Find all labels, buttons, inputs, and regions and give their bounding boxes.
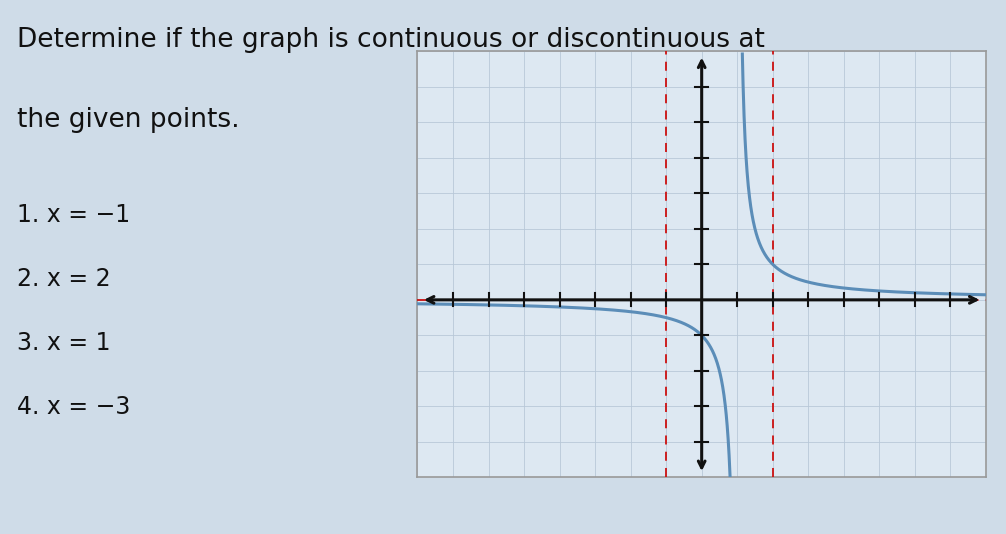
Text: 1. x = −1: 1. x = −1 [17, 203, 130, 227]
Text: the given points.: the given points. [17, 107, 239, 133]
Text: 2. x = 2: 2. x = 2 [17, 267, 111, 291]
Text: 4. x = −3: 4. x = −3 [17, 395, 130, 419]
Text: Determine if the graph is continuous or discontinuous at: Determine if the graph is continuous or … [17, 27, 765, 53]
Text: 3. x = 1: 3. x = 1 [17, 331, 111, 355]
